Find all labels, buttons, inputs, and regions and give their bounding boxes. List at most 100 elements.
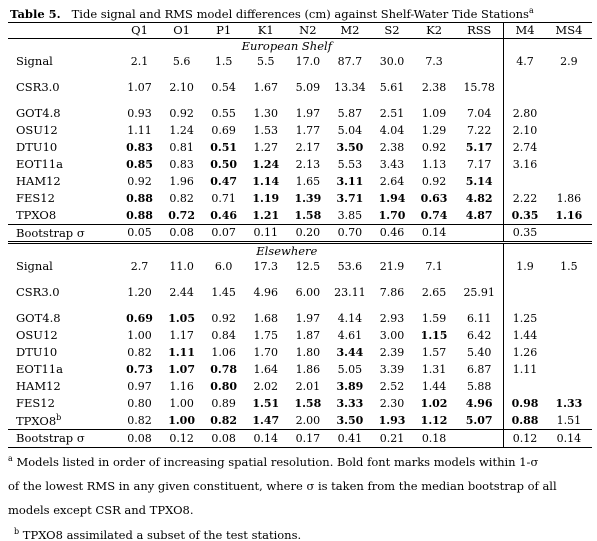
table-cell <box>161 70 203 79</box>
table-cell <box>161 301 203 310</box>
table-cell: 1.77 <box>295 123 321 137</box>
table-cell: 0.55 <box>211 106 236 120</box>
model-row: GOT4.8 0.69 1.05 0.92 1.68 1.97 4.14 2.93 1.59 6.… <box>8 309 592 327</box>
table-cell: 1.27 <box>253 140 279 154</box>
column-header: MS4 <box>545 21 592 39</box>
table-cell: 0.82 <box>169 191 194 205</box>
table-cell: 3.71 <box>336 191 364 205</box>
table-cell: 3.33 <box>336 396 364 410</box>
table-cell: 1.51 <box>556 413 582 427</box>
table-cell: 0.83 <box>169 157 194 171</box>
table-cell: 1.13 <box>421 157 447 171</box>
table-cell: 1.16 <box>169 379 194 393</box>
table-cell: 0.14 <box>413 223 456 244</box>
row-label <box>8 301 118 310</box>
table-cell <box>245 70 287 79</box>
footnotes: a Models listed in order of increasing s… <box>8 452 592 541</box>
table-cell: 0.78 <box>210 362 238 376</box>
table-cell: 0.47 <box>210 174 238 188</box>
table-cell: 1.57 <box>421 345 447 359</box>
table-cell: 1.26 <box>512 345 538 359</box>
table-cell <box>546 344 592 361</box>
column-header: P1 <box>202 21 245 39</box>
table-cell: 0.14 <box>244 428 287 448</box>
table-cell: 5.61 <box>379 80 405 94</box>
table-cell: 0.92 <box>127 174 152 188</box>
table-cell: 21.9 <box>379 259 405 273</box>
table-cell: 1.68 <box>253 311 279 325</box>
header-row: Q1 O1 P1 K1 N2 M2 S2 K2 RSS M4 MS4 <box>8 21 592 39</box>
row-label: EOT11a <box>16 157 63 172</box>
table-cell <box>118 301 160 310</box>
table-cell: 17.3 <box>253 259 279 273</box>
table-cell: 0.14 <box>545 428 592 448</box>
table-cell: 5.5 <box>257 54 275 68</box>
table-cell: 1.05 <box>168 311 195 325</box>
table-cell: 1.30 <box>253 106 279 120</box>
model-row: FES12 0.80 1.00 0.89 1.51 1.58 3.33 2.30 1.02 4.9… <box>8 394 592 412</box>
table-cell: 1.14 <box>252 174 280 188</box>
table-cell: 1.59 <box>421 311 447 325</box>
table-cell: 1.31 <box>421 362 447 376</box>
table-cell: 1.07 <box>168 362 195 376</box>
spacer-row <box>8 274 592 284</box>
table-cell: 1.45 <box>211 285 236 299</box>
tide-rms-table: Q1 O1 P1 K1 N2 M2 S2 K2 RSS M4 MS4 European Shelf S… <box>8 21 592 448</box>
table-cell: 1.24 <box>169 123 194 137</box>
row-label: CSR3.0 <box>16 80 60 95</box>
footnote-mark: b <box>56 412 62 422</box>
table-cell: 1.87 <box>295 328 321 342</box>
table-cell: 25.91 <box>455 283 505 301</box>
model-row: FES12 0.88 0.82 0.71 1.19 1.39 3.71 1.94 0.63 4.8… <box>8 189 592 207</box>
table-cell: 5.17 <box>455 138 505 156</box>
row-label: GOT4.8 <box>16 311 61 326</box>
table-cell: 0.11 <box>244 223 287 244</box>
table-cell <box>546 301 592 310</box>
table-cell <box>455 52 505 70</box>
table-cell: 2.01 <box>295 379 321 393</box>
table-cell: 1.11 <box>127 123 152 137</box>
table-cell <box>504 96 546 105</box>
table-cell: 1.17 <box>169 328 194 342</box>
section-title: Elsewhere <box>256 243 318 258</box>
table-cell: 0.51 <box>210 140 238 154</box>
table-cell: 30.0 <box>379 54 405 68</box>
table-cell: 2.17 <box>295 140 321 154</box>
table-cell: 1.39 <box>294 191 322 205</box>
table-cell <box>413 275 455 284</box>
table-cell: 7.17 <box>455 155 505 173</box>
table-cell: 0.08 <box>118 428 161 448</box>
spacer-row <box>8 69 592 79</box>
table-cell: 5.07 <box>455 411 505 430</box>
table-cell <box>161 275 203 284</box>
table-cell <box>245 301 287 310</box>
table-cell: 0.82 <box>127 345 152 359</box>
table-cell: 0.74 <box>420 208 448 222</box>
table-cell: 1.12 <box>420 413 448 427</box>
table-cell: 0.83 <box>126 140 153 154</box>
table-cell: 0.08 <box>202 428 245 448</box>
table-cell: 0.81 <box>169 140 194 154</box>
table-cell: 5.04 <box>337 123 363 137</box>
bootstrap-row: Bootstrap σ 0.05 0.08 0.07 0.11 0.20 0.70 0.46 0… <box>8 223 592 244</box>
table-cell: 0.88 <box>126 191 153 205</box>
table-cell: 2.7 <box>130 259 149 273</box>
model-row: DTU10 0.82 1.11 1.06 1.70 1.80 3.44 2.39 1.57 5.4… <box>8 343 592 361</box>
table-cell: 15.78 <box>455 78 505 96</box>
table-cell <box>287 301 329 310</box>
table-cell: 0.72 <box>168 208 195 222</box>
column-header: K2 <box>413 21 456 39</box>
model-row: EOT11a 0.73 1.07 0.78 1.64 1.86 5.05 3.39 1.31 6.… <box>8 360 592 378</box>
caption-label: Table 5. <box>10 6 61 21</box>
table-cell: 1.70 <box>378 208 406 222</box>
table-cell: 0.92 <box>421 140 447 154</box>
table-cell: 5.05 <box>337 362 363 376</box>
table-cell: 0.88 <box>126 208 153 222</box>
section-header-row: European Shelf <box>8 38 592 53</box>
table-cell: 2.10 <box>512 123 538 137</box>
table-cell: 7.22 <box>455 121 505 139</box>
section-blank <box>546 242 592 258</box>
table-cell: 1.15 <box>420 328 448 342</box>
section-blank <box>8 242 118 258</box>
row-label: TPXO8b <box>16 412 62 428</box>
